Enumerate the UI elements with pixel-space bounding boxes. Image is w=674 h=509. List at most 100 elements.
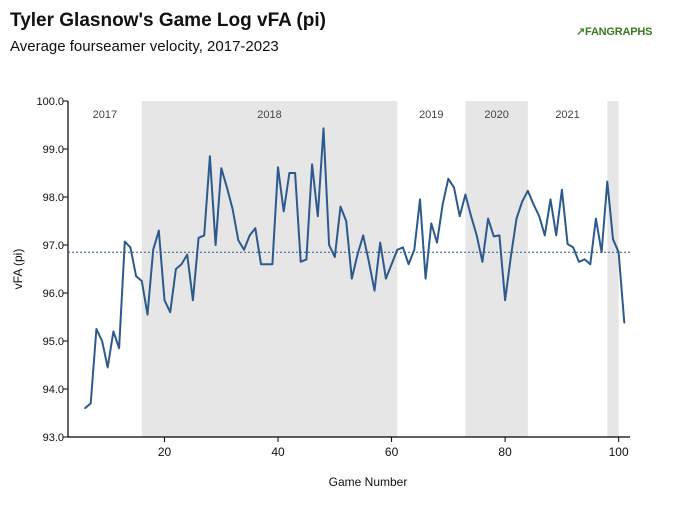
data-point <box>260 263 262 266</box>
data-point <box>390 263 393 266</box>
x-axis-label: Game Number <box>329 475 408 489</box>
data-point <box>106 366 109 369</box>
chart-subtitle: Average fourseamer velocity, 2017-2023 <box>10 38 279 55</box>
data-point <box>89 402 92 405</box>
data-point <box>140 280 143 282</box>
data-point <box>95 328 98 330</box>
data-point <box>578 261 580 263</box>
data-point <box>379 241 382 244</box>
y-tick-label: 93.0 <box>43 432 64 444</box>
season-labels: 2017 2018 2019 2020 2021 <box>93 109 580 121</box>
data-point <box>447 177 450 180</box>
data-point <box>339 205 342 208</box>
season-shading <box>141 101 619 437</box>
data-point <box>572 246 575 249</box>
data-point <box>112 330 115 333</box>
data-point <box>84 407 86 410</box>
axes: 93.0 94.0 95.0 96.0 97.0 98.0 99.0 100.0 20 40 60 8… <box>36 96 630 459</box>
series-group <box>84 127 626 410</box>
data-point <box>237 239 240 241</box>
data-point <box>163 299 166 302</box>
data-point <box>123 240 126 243</box>
data-point <box>214 244 217 246</box>
data-point <box>197 237 200 239</box>
data-point <box>101 340 103 342</box>
data-point <box>527 189 529 192</box>
data-point <box>515 217 518 220</box>
data-point <box>623 321 626 324</box>
data-point <box>549 198 552 201</box>
data-point <box>271 263 274 266</box>
data-point <box>396 249 399 251</box>
data-point <box>402 246 404 249</box>
data-point <box>175 268 177 270</box>
data-point <box>294 172 296 174</box>
data-point <box>356 253 359 256</box>
data-point <box>413 249 416 251</box>
season-band-5 <box>607 101 619 437</box>
fangraphs-logo: ↗FANGRAPHS <box>576 25 652 38</box>
data-point <box>555 234 558 237</box>
y-tick-label: 97.0 <box>43 240 64 252</box>
data-point <box>464 193 467 196</box>
y-tick-label: 100.0 <box>36 96 64 108</box>
data-point <box>351 277 353 280</box>
data-point <box>509 256 512 258</box>
data-point <box>407 263 410 266</box>
data-point <box>458 215 461 217</box>
logo-arrow-icon: ↗ <box>576 26 586 38</box>
x-tick-label: 40 <box>271 445 285 459</box>
data-point <box>504 299 506 302</box>
data-point <box>322 127 325 130</box>
data-point <box>316 215 319 217</box>
data-point <box>277 166 279 169</box>
data-point <box>589 263 592 266</box>
data-point <box>600 251 603 253</box>
data-point <box>345 220 347 222</box>
data-point <box>385 277 387 280</box>
data-point <box>243 249 245 251</box>
data-point <box>453 186 455 189</box>
data-point <box>248 234 251 237</box>
data-point <box>498 234 501 237</box>
data-point <box>135 275 137 278</box>
data-point <box>544 234 546 237</box>
data-point <box>282 210 285 213</box>
data-point <box>180 263 183 266</box>
data-point <box>265 263 268 266</box>
data-point <box>424 277 427 280</box>
season-band-1 <box>141 101 398 437</box>
data-point <box>561 189 563 191</box>
data-point <box>118 347 120 350</box>
data-point <box>606 180 609 183</box>
chart-title: Tyler Glasnow's Game Log vFA (pi) <box>10 10 326 31</box>
x-tick-label: 100 <box>609 445 629 459</box>
data-point <box>231 208 234 210</box>
data-point <box>299 261 302 263</box>
series-line-0 <box>84 127 626 409</box>
data-point <box>158 229 160 232</box>
data-point <box>192 299 194 302</box>
data-point <box>209 155 211 157</box>
data-point <box>566 243 569 245</box>
data-point <box>146 313 149 316</box>
data-point <box>492 235 495 238</box>
data-point <box>532 203 535 205</box>
season-label-2018: 2018 <box>257 109 281 121</box>
season-label-2017: 2017 <box>93 109 117 121</box>
data-point <box>368 261 370 263</box>
data-point <box>487 217 489 220</box>
data-point <box>617 251 620 253</box>
logo-text: FANGRAPHS <box>585 26 653 38</box>
data-point <box>419 198 421 201</box>
data-point <box>612 238 614 241</box>
data-point <box>475 234 478 237</box>
y-tick-label: 98.0 <box>43 192 64 204</box>
data-point <box>169 311 171 314</box>
data-point <box>521 201 523 203</box>
season-band-3 <box>465 101 528 437</box>
data-point <box>328 244 330 246</box>
data-point <box>254 227 257 229</box>
y-tick-label: 96.0 <box>43 288 64 300</box>
data-point <box>203 234 206 237</box>
